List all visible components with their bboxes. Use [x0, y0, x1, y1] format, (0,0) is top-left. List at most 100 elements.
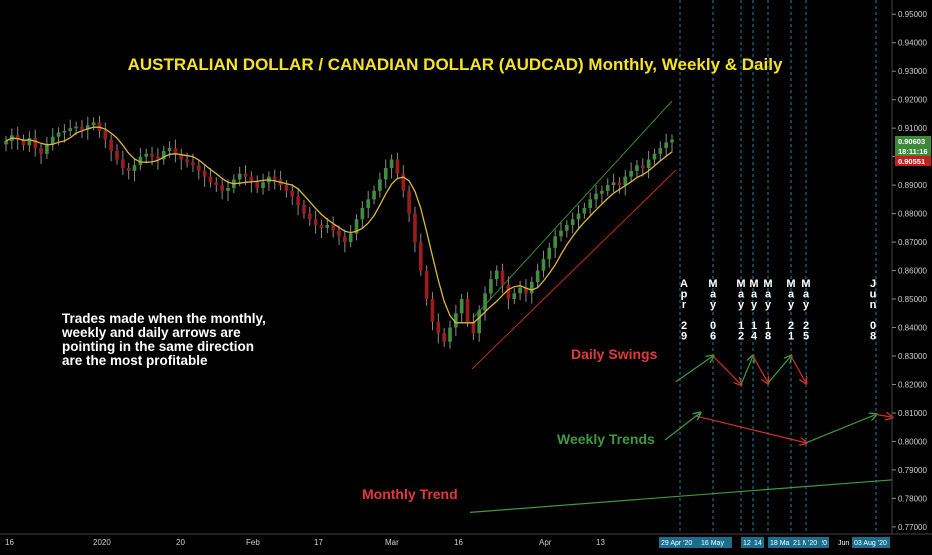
candle-body: [80, 126, 84, 130]
vertical-date-char: 0: [710, 320, 716, 332]
candle: [424, 265, 429, 306]
channel-upper-line: [473, 100, 673, 318]
candle: [313, 210, 318, 234]
vertical-date-char: 1: [738, 320, 744, 332]
candle-body: [21, 139, 26, 146]
channel-lower-line: [471, 169, 677, 370]
candle: [565, 219, 569, 238]
candle-body: [489, 279, 493, 294]
candle-body: [354, 219, 359, 234]
time-tick-label: Apr: [539, 538, 552, 547]
price-badge-text: 18:11:16: [898, 147, 928, 156]
candle: [284, 179, 289, 198]
candle-body: [605, 185, 610, 191]
vertical-date-char: 2: [681, 320, 687, 332]
price-tick-label: 0.88000: [898, 210, 927, 219]
daily-swing-arrow: [712, 355, 741, 384]
daily-swing-arrow: [675, 356, 713, 383]
candle-body: [121, 159, 125, 169]
candle: [407, 185, 411, 223]
time-tick-label: 16: [5, 538, 14, 547]
vertical-date-label: Jun 08: [870, 278, 877, 343]
candle-body: [62, 131, 67, 133]
candle: [413, 206, 417, 253]
candle-body: [343, 236, 347, 243]
price-tick-label: 0.85000: [898, 295, 927, 304]
price-tick-label: 0.83000: [898, 352, 927, 361]
candle-body: [448, 327, 452, 342]
candle-body: [144, 153, 149, 157]
candle-body: [27, 138, 32, 146]
candle: [430, 292, 435, 331]
candle: [202, 164, 207, 187]
candle-body: [290, 190, 295, 197]
vertical-date-char: a: [803, 289, 810, 301]
candle-body: [524, 287, 528, 294]
candle: [524, 279, 528, 302]
daily-swing-arrow: [767, 356, 791, 384]
candle: [366, 190, 371, 219]
price-badge: 18:11:16: [895, 146, 931, 156]
price-axis[interactable]: 0.950000.940000.930000.920000.910000.900…: [891, 0, 927, 534]
candle: [307, 206, 312, 227]
time-tick-label: 17: [314, 538, 323, 547]
price-badge: 0.90603: [895, 136, 931, 146]
price-badge: 0.90551: [895, 156, 931, 166]
time-badge-bg: [699, 537, 732, 548]
candle-body: [103, 131, 108, 140]
candle: [50, 128, 55, 151]
vertical-date-char: 1: [751, 320, 757, 332]
candle: [629, 162, 633, 182]
price-tick-label: 0.79000: [898, 466, 927, 475]
candle: [570, 212, 575, 234]
candle: [348, 224, 353, 248]
vertical-date-char: p: [681, 289, 688, 301]
vertical-date-label: May 14: [749, 278, 758, 343]
candle: [401, 165, 406, 198]
vertical-date-char: u: [870, 289, 877, 301]
vertical-date-char: y: [803, 299, 810, 311]
price-tick-label: 0.91000: [898, 124, 927, 133]
time-axis[interactable]: 16 2020 20 Feb 17 Mar 16 Apr 13 29 Apr '20 16 May 1…: [0, 533, 932, 548]
vertical-date-char: a: [738, 289, 745, 301]
candle: [670, 134, 674, 153]
price-tick-label: 0.80000: [898, 437, 927, 446]
vertical-date-char: r: [682, 299, 687, 311]
candle-body: [658, 148, 663, 154]
candle-body: [483, 293, 487, 311]
candle: [372, 185, 376, 205]
vertical-date-char: 6: [710, 331, 716, 343]
weekly-trends-label: Weekly Trends: [557, 431, 655, 447]
price-badge-text: 0.90551: [898, 157, 925, 166]
candle-body: [430, 299, 435, 322]
candle: [132, 158, 137, 182]
candle: [173, 139, 178, 163]
time-tick-label: 2020: [93, 538, 111, 547]
candle: [378, 172, 382, 198]
candle: [261, 173, 265, 195]
candle-body: [284, 185, 289, 191]
time-badge-bg: [768, 537, 791, 548]
candle-body: [296, 196, 300, 206]
candle-body: [319, 224, 324, 228]
candle-body: [196, 165, 201, 171]
candle: [506, 276, 511, 310]
vertical-date-char: A: [680, 278, 688, 290]
price-channel: [471, 100, 677, 370]
candle: [33, 129, 38, 157]
daily-swings-label: Daily Swings: [571, 346, 658, 362]
note-line: weekly and daily arrows are: [61, 325, 241, 340]
candle-body: [588, 199, 593, 208]
vertical-date-char: n: [870, 299, 877, 311]
daily-swing-arrow: [740, 356, 753, 385]
candle: [652, 148, 657, 165]
time-badge-text: 14: [754, 540, 762, 547]
price-tick-label: 0.94000: [898, 39, 927, 48]
candle-body: [652, 153, 657, 160]
candle-body: [109, 139, 113, 151]
candle: [138, 148, 143, 171]
candle: [477, 305, 482, 342]
